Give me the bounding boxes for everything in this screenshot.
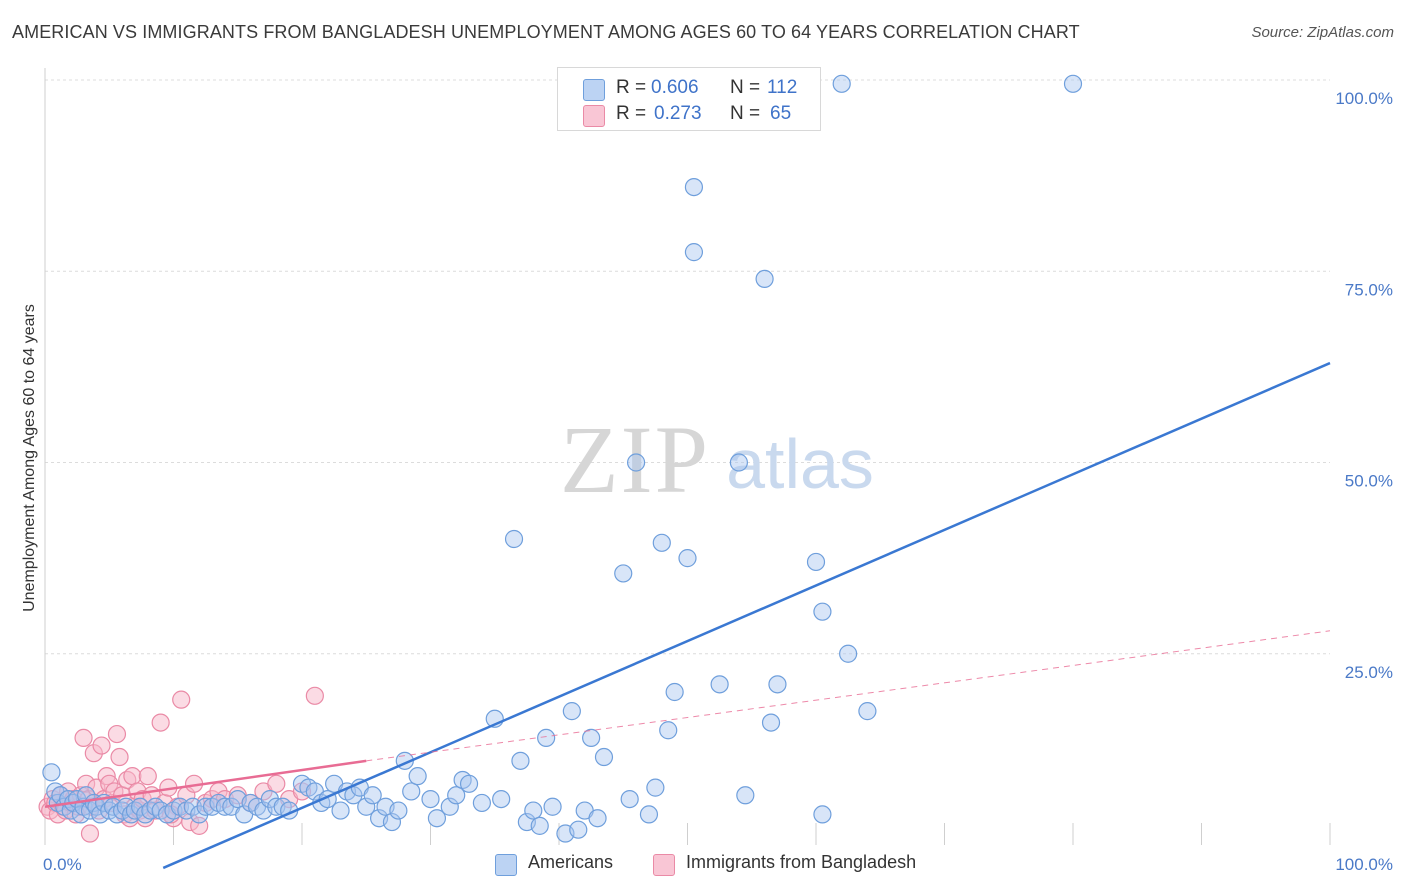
americans-point [839, 644, 858, 663]
bangladesh-point [305, 686, 324, 705]
americans-legend-label: Americans [528, 852, 614, 872]
americans-point [678, 549, 697, 568]
correlation-legend: R = 0.606 N = 112 R = 0.273 N = 65 [557, 67, 821, 131]
americans-point [858, 702, 877, 721]
y-tick-label: 75.0% [1345, 280, 1393, 299]
y-tick-label: 100.0% [1335, 89, 1393, 108]
americans-point [382, 812, 402, 832]
americans-swatch [583, 79, 605, 101]
legend-r-label: R = [616, 103, 647, 124]
americans-point [755, 269, 774, 288]
legend-r-label: R = [616, 77, 647, 98]
americans-point [440, 797, 459, 816]
americans-point [652, 533, 671, 552]
y-tick-labels: 25.0% 50.0% 75.0% 100.0% [1335, 89, 1393, 682]
bangladesh-point [267, 774, 286, 793]
y-tick-label: 50.0% [1345, 472, 1393, 491]
bangladesh-point [107, 724, 127, 744]
americans-point [806, 552, 826, 572]
bangladesh-point [151, 713, 170, 732]
americans-point [639, 805, 659, 824]
bangladesh-point [138, 767, 157, 786]
americans-point [646, 778, 665, 797]
americans-point [665, 682, 684, 702]
bangladesh-legend-swatch [653, 854, 675, 876]
americans-point [402, 782, 421, 801]
americans-point [472, 793, 491, 813]
americans-point [524, 801, 543, 820]
y-tick-label: 25.0% [1345, 663, 1393, 682]
americans-point [537, 728, 556, 748]
americans-point [729, 453, 749, 472]
americans-point [42, 763, 61, 782]
americans-point [363, 786, 382, 805]
legend-n-value: 112 [767, 77, 798, 98]
americans-point [530, 816, 549, 835]
americans-point [569, 820, 588, 839]
americans-point [543, 797, 562, 816]
bangladesh-point [92, 736, 111, 755]
bangladesh-point [172, 690, 191, 709]
bangladesh-point [123, 767, 142, 786]
bangladesh-point [74, 728, 93, 748]
legend-n-label: N = [730, 103, 761, 124]
chart-title: AMERICAN VS IMMIGRANTS FROM BANGLADESH U… [12, 22, 1080, 42]
americans-point [447, 786, 466, 805]
americans-point [562, 702, 581, 721]
americans-point [659, 721, 678, 740]
americans-point [408, 767, 427, 786]
americans-point [594, 747, 614, 767]
americans-point [588, 809, 607, 828]
bangladesh-trend-extension [366, 630, 1331, 762]
americans-point [761, 713, 781, 732]
americans-legend-swatch [495, 854, 517, 876]
americans-point [710, 675, 729, 694]
americans-point [459, 774, 479, 793]
americans-point [582, 728, 601, 748]
watermark-zip: ZIP [560, 406, 710, 513]
americans-point [511, 751, 530, 770]
americans-point [1063, 74, 1083, 93]
x-tick-labels: 0.0% 100.0% [43, 855, 1393, 874]
legend-row-bangladesh: R = 0.273 N = 65 [558, 100, 820, 130]
trend-lines [44, 361, 1331, 870]
americans-points [42, 74, 1083, 843]
bangladesh-swatch [583, 105, 605, 127]
bangladesh-point [80, 824, 100, 843]
legend-r-value: 0.606 [651, 77, 699, 98]
americans-point [626, 453, 646, 472]
americans-point [492, 789, 511, 809]
legend-row-americans: R = 0.606 N = 112 [558, 74, 820, 104]
chart-source: Source: ZipAtlas.com [1251, 24, 1394, 41]
americans-trend-line [162, 361, 1331, 870]
americans-point [614, 564, 633, 583]
watermark-atlas: atlas [726, 425, 874, 503]
americans-point [504, 529, 524, 549]
americans-point [813, 602, 832, 621]
x-tick-label: 100.0% [1335, 855, 1393, 874]
x-tick-label: 0.0% [43, 855, 82, 874]
americans-point [620, 789, 639, 809]
legend-n-value: 65 [770, 103, 792, 124]
americans-point [357, 797, 376, 816]
watermark: ZIP atlas [560, 406, 874, 513]
americans-point [389, 801, 408, 820]
legend-n-label: N = [730, 77, 761, 98]
americans-point [813, 805, 832, 824]
americans-point [832, 74, 851, 93]
americans-point [736, 786, 755, 805]
legend-r-value: 0.273 [654, 103, 702, 124]
americans-point [684, 178, 704, 197]
americans-point [427, 809, 447, 828]
americans-point [684, 243, 704, 262]
americans-point [331, 801, 350, 820]
americans-point [421, 789, 440, 809]
bangladesh-point [110, 747, 129, 767]
americans-point [768, 675, 787, 694]
bangladesh-legend-label: Immigrants from Bangladesh [686, 852, 917, 872]
bangladesh-trend-line [44, 759, 367, 808]
